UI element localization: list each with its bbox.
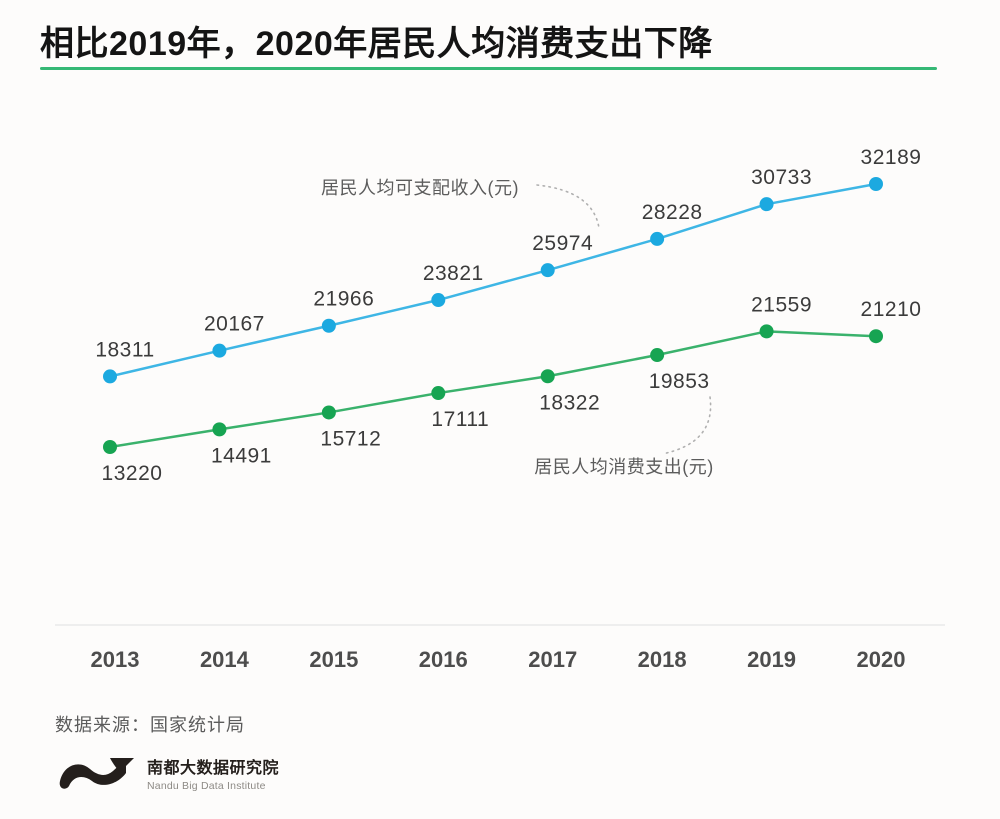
line-chart: 2013 2014 2015 2016 2017 2018 2019 2020 18311 201… (55, 146, 945, 672)
x-tick-label-2020: 2020 (857, 647, 906, 672)
series-line-1 (109, 330, 877, 449)
logo-name-cn: 南都大数据研究院 (147, 760, 280, 777)
data-point-2014-s0 (212, 343, 227, 358)
data-point-2018-s0 (650, 231, 665, 246)
value-label-2014-s0: 20167 (204, 313, 265, 336)
data-point-2020-s0 (869, 177, 883, 191)
data-point-2015-s1 (321, 405, 336, 420)
value-label-2019-s1: 21559 (751, 293, 812, 316)
data-point-2020-s1 (869, 329, 883, 344)
data-point-2017-s1 (540, 369, 555, 384)
value-label-2019-s0: 30733 (751, 166, 812, 189)
series-annotation-label-0: 居民人均可支配收入(元) (321, 178, 519, 198)
data-point-2019-s0 (759, 197, 774, 212)
page-title: 相比2019年，2020年居民人均消费支出下降 (40, 25, 713, 63)
line-chart-container: 2013 2014 2015 2016 2017 2018 2019 2020 18311 201… (40, 90, 960, 690)
title-underline-divider (40, 67, 937, 70)
data-point-2017-s0 (540, 263, 555, 278)
data-point-2016-s0 (431, 293, 446, 308)
value-label-2013-s1: 13220 (102, 462, 163, 485)
value-label-2018-s0: 28228 (642, 201, 703, 224)
value-label-2020-s0: 32189 (861, 146, 922, 169)
data-point-2013-s1 (103, 440, 117, 454)
x-tick-label-2013: 2013 (91, 647, 140, 672)
value-label-2018-s1: 19853 (649, 370, 710, 393)
data-point-2014-s1 (212, 422, 227, 437)
x-tick-label-2017: 2017 (528, 647, 577, 672)
x-tick-label-2014: 2014 (200, 647, 250, 672)
publisher-logo: 南都大数据研究院 Nandu Big Data Institute (56, 750, 279, 796)
annotation-arc-0 (536, 184, 600, 229)
x-tick-label-2019: 2019 (747, 647, 796, 672)
data-source-note: 数据来源：国家统计局 (55, 715, 245, 735)
value-label-2013-s0: 18311 (95, 338, 154, 361)
series-annotation-label-1: 居民人均消费支出(元) (534, 457, 714, 477)
value-label-2016-s1: 17111 (431, 408, 489, 431)
value-label-2016-s0: 23821 (423, 262, 484, 285)
value-label-2015-s0: 21966 (313, 288, 374, 311)
data-point-2015-s0 (321, 318, 336, 333)
data-point-2019-s1 (759, 324, 774, 339)
value-label-2020-s1: 21210 (861, 298, 922, 321)
logo-name-en: Nandu Big Data Institute (147, 780, 266, 792)
value-label-2015-s1: 15712 (320, 427, 381, 450)
data-point-2016-s1 (431, 386, 446, 401)
nandu-wave-logo-icon (59, 758, 134, 789)
data-point-2018-s1 (650, 348, 665, 363)
value-label-2017-s1: 18322 (539, 391, 600, 414)
x-tick-label-2018: 2018 (638, 647, 687, 672)
x-tick-label-2016: 2016 (419, 647, 468, 672)
value-label-2017-s0: 25974 (532, 232, 593, 255)
x-tick-label-2015: 2015 (309, 647, 358, 672)
value-label-2014-s1: 14491 (211, 444, 272, 467)
logo-text-block: 南都大数据研究院 Nandu Big Data Institute (147, 754, 279, 792)
series-line-0 (109, 182, 877, 378)
annotation-arc-1 (661, 396, 712, 455)
data-point-2013-s0 (103, 369, 117, 384)
